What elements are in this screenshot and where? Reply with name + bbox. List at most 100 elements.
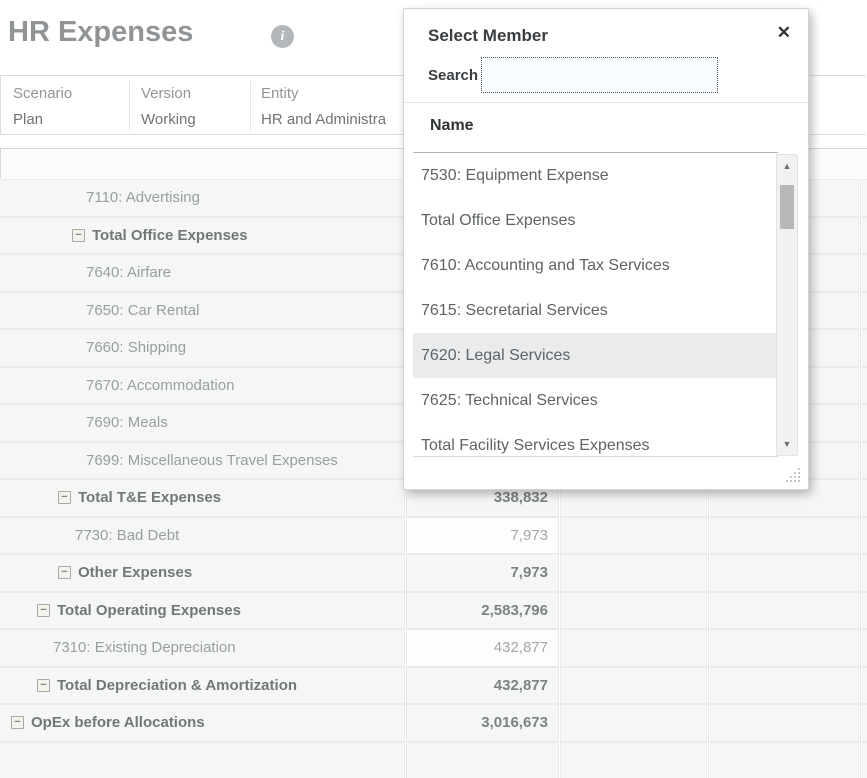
empty-cell[interactable] bbox=[561, 555, 706, 591]
pov-scenario[interactable]: Scenario Plan bbox=[13, 84, 72, 130]
empty-cell bbox=[861, 480, 867, 516]
member-label-cell[interactable]: 7690: Meals bbox=[0, 405, 404, 441]
empty-cell bbox=[861, 405, 867, 441]
member-column-header: Name bbox=[430, 117, 474, 135]
empty-cell[interactable] bbox=[709, 555, 858, 591]
empty-cell bbox=[861, 630, 867, 666]
value-cell[interactable]: 3,016,673 bbox=[407, 705, 558, 741]
scrollbar[interactable]: ▲ ▼ bbox=[776, 154, 798, 456]
search-label: Search bbox=[428, 67, 478, 84]
empty-cell[interactable] bbox=[709, 630, 858, 666]
resize-handle-icon[interactable] bbox=[785, 467, 801, 483]
empty-cell bbox=[861, 555, 867, 591]
search-input[interactable] bbox=[481, 57, 718, 93]
select-member-dialog: Select Member ✕ Search Name 7530: Equipm… bbox=[403, 8, 809, 490]
empty-cell[interactable] bbox=[709, 705, 858, 741]
collapse-icon[interactable]: − bbox=[72, 229, 85, 242]
member-list-item[interactable]: 7610: Accounting and Tax Services bbox=[413, 243, 779, 288]
member-list-item[interactable]: 7530: Equipment Expense bbox=[413, 153, 779, 198]
member-list-item[interactable]: Total Facility Services Expenses bbox=[413, 423, 779, 456]
member-list-item[interactable]: 7625: Technical Services bbox=[413, 378, 779, 423]
pov-scenario-value[interactable]: Plan bbox=[13, 110, 72, 130]
grid-row: 7310: Existing Depreciation 432,877 bbox=[0, 630, 867, 666]
member-label-cell[interactable]: 7660: Shipping bbox=[0, 330, 404, 366]
empty-cell bbox=[861, 743, 867, 778]
member-list-item[interactable]: 7615: Secretarial Services bbox=[413, 288, 779, 333]
empty-cell bbox=[861, 180, 867, 216]
list-bottom-divider bbox=[413, 456, 778, 457]
member-label-cell[interactable]: 7699: Miscellaneous Travel Expenses bbox=[0, 443, 404, 479]
empty-cell bbox=[861, 330, 867, 366]
collapse-icon[interactable]: − bbox=[58, 491, 71, 504]
value-cell[interactable] bbox=[407, 743, 558, 778]
value-cell[interactable]: 7,973 bbox=[407, 518, 558, 554]
member-label-cell[interactable]: −Total Office Expenses bbox=[0, 218, 404, 254]
pov-version-label: Version bbox=[141, 84, 196, 104]
member-label-cell[interactable]: −Total T&E Expenses bbox=[0, 480, 404, 516]
pov-entity-value[interactable]: HR and Administra bbox=[261, 110, 411, 130]
empty-cell bbox=[861, 368, 867, 404]
empty-cell[interactable] bbox=[561, 593, 706, 629]
scroll-down-icon[interactable]: ▼ bbox=[777, 439, 797, 449]
member-label-cell[interactable]: −Total Operating Expenses bbox=[0, 593, 404, 629]
member-list-item[interactable]: Total Office Expenses bbox=[413, 198, 779, 243]
member-label-cell[interactable]: 7310: Existing Depreciation bbox=[0, 630, 404, 666]
row-label: Total Depreciation & Amortization bbox=[57, 677, 297, 694]
value-cell[interactable]: 2,583,796 bbox=[407, 593, 558, 629]
scroll-up-icon[interactable]: ▲ bbox=[777, 161, 797, 171]
member-label-cell[interactable]: 7110: Advertising bbox=[0, 180, 404, 216]
member-label-cell[interactable]: 7730: Bad Debt bbox=[0, 518, 404, 554]
empty-cell[interactable] bbox=[561, 518, 706, 554]
pov-scenario-label: Scenario bbox=[13, 84, 72, 104]
member-label-cell[interactable]: 7640: Airfare bbox=[0, 255, 404, 291]
empty-cell[interactable] bbox=[561, 705, 706, 741]
pov-entity-label: Entity bbox=[261, 84, 411, 104]
member-list-item[interactable]: 7620: Legal Services bbox=[413, 333, 779, 378]
row-label: 7690: Meals bbox=[86, 414, 168, 431]
empty-cell[interactable] bbox=[709, 743, 858, 778]
empty-cell[interactable] bbox=[561, 743, 706, 778]
empty-cell[interactable] bbox=[709, 518, 858, 554]
row-label: 7310: Existing Depreciation bbox=[53, 639, 236, 656]
collapse-icon[interactable]: − bbox=[11, 716, 24, 729]
scrollbar-thumb[interactable] bbox=[780, 185, 794, 229]
pov-version[interactable]: Version Working bbox=[141, 84, 196, 130]
value-cell[interactable]: 432,877 bbox=[407, 668, 558, 704]
empty-cell bbox=[861, 593, 867, 629]
row-label: 7110: Advertising bbox=[86, 189, 200, 206]
empty-cell[interactable] bbox=[561, 668, 706, 704]
member-label-cell[interactable] bbox=[0, 743, 404, 778]
value-cell[interactable]: 432,877 bbox=[407, 630, 558, 666]
value-cell[interactable]: 7,973 bbox=[407, 555, 558, 591]
row-label: Total T&E Expenses bbox=[78, 489, 221, 506]
row-label: 7730: Bad Debt bbox=[75, 527, 179, 544]
collapse-icon[interactable]: − bbox=[58, 566, 71, 579]
row-label: OpEx before Allocations bbox=[31, 714, 205, 731]
member-label-cell[interactable]: −Total Depreciation & Amortization bbox=[0, 668, 404, 704]
member-label-cell[interactable]: 7670: Accommodation bbox=[0, 368, 404, 404]
empty-cell[interactable] bbox=[709, 593, 858, 629]
member-label-cell[interactable]: 7650: Car Rental bbox=[0, 293, 404, 329]
empty-cell bbox=[861, 705, 867, 741]
member-label-cell[interactable]: −Other Expenses bbox=[0, 555, 404, 591]
pov-divider bbox=[250, 81, 251, 131]
collapse-icon[interactable]: − bbox=[37, 679, 50, 692]
member-label-cell[interactable]: −OpEx before Allocations bbox=[0, 705, 404, 741]
row-label: 7640: Airfare bbox=[86, 264, 171, 281]
info-icon[interactable]: i bbox=[271, 25, 294, 48]
pov-version-value[interactable]: Working bbox=[141, 110, 196, 130]
close-icon[interactable]: ✕ bbox=[777, 23, 791, 43]
empty-cell[interactable] bbox=[561, 630, 706, 666]
empty-cell[interactable] bbox=[709, 668, 858, 704]
pov-divider bbox=[129, 81, 130, 131]
page-title: HR Expenses bbox=[8, 16, 193, 49]
row-label: Total Operating Expenses bbox=[57, 602, 241, 619]
empty-cell bbox=[861, 218, 867, 254]
collapse-icon[interactable]: − bbox=[37, 604, 50, 617]
row-label: 7650: Car Rental bbox=[86, 302, 199, 319]
row-label: 7670: Accommodation bbox=[86, 377, 234, 394]
pov-entity[interactable]: Entity HR and Administra bbox=[261, 84, 411, 130]
